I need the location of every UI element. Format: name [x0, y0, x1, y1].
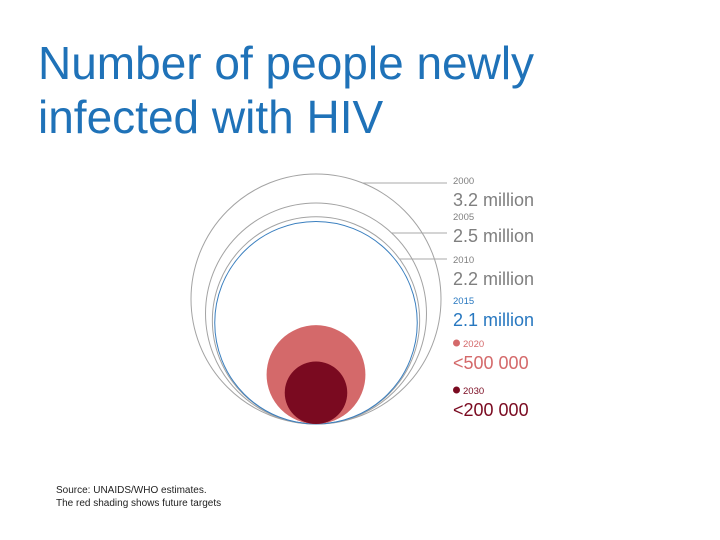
value-label-2005: 2.5 million	[453, 226, 534, 246]
year-label-2010: 2010	[453, 255, 474, 266]
source-line: Source: UNAIDS/WHO estimates.	[56, 485, 207, 496]
year-label-2020: 2020	[463, 339, 484, 350]
value-label-2020: <500 000	[453, 353, 529, 373]
circle-2030	[284, 361, 348, 424]
year-label-2000: 2000	[453, 176, 474, 187]
value-label-2010: 2.2 million	[453, 269, 534, 289]
value-label-2000: 3.2 million	[453, 190, 534, 210]
chart-title-line-1: Number of people newly	[38, 37, 535, 89]
chart-title: Number of people newly infected with HIV	[38, 36, 698, 144]
chart-title-line-2: infected with HIV	[38, 91, 384, 143]
year-label-2030: 2030	[463, 386, 484, 397]
value-label-2015: 2.1 million	[453, 310, 534, 330]
year-label-2015: 2015	[453, 296, 474, 307]
legend-dot-2020	[453, 339, 460, 347]
value-label-2030: <200 000	[453, 400, 529, 420]
year-label-2005: 2005	[453, 212, 474, 223]
source-note: Source: UNAIDS/WHO estimates. The red sh…	[56, 484, 221, 510]
legend-dot-2030	[453, 386, 460, 394]
footnote-line: The red shading shows future targets	[56, 498, 222, 509]
